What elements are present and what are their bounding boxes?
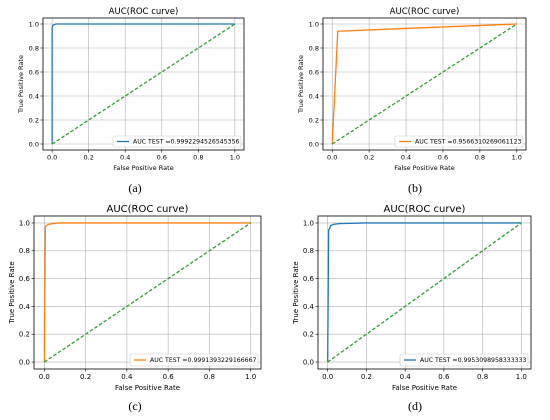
roc-curve-line bbox=[51, 23, 235, 144]
x-tick-label: 0.2 bbox=[80, 373, 91, 381]
chart-title: AUC(ROC curve) bbox=[384, 204, 466, 215]
roc-panel-b: 0.0 0.2 0.4 0.6 0.8 1.0 0.0 0.2 0.4 0.6 0.8 1.0 AUC(… bbox=[297, 7, 527, 195]
y-tick-label: 0.8 bbox=[309, 44, 319, 52]
plot-frame bbox=[322, 17, 527, 151]
chance-diagonal-line bbox=[43, 222, 252, 363]
y-tick-label: 0.2 bbox=[303, 331, 314, 339]
y-tick-label: 1.0 bbox=[309, 20, 319, 28]
y-tick-label: 0.0 bbox=[29, 140, 39, 148]
legend-label: AUC TEST =0.9992294526545356 bbox=[133, 139, 240, 146]
y-tick-label: 0.4 bbox=[309, 92, 319, 100]
x-tick-label: 0.2 bbox=[364, 154, 374, 162]
y-tick-label: 0.2 bbox=[309, 116, 319, 124]
legend-box bbox=[112, 135, 242, 148]
y-tick-label: 0.8 bbox=[29, 44, 39, 52]
y-tick-label: 1.0 bbox=[19, 219, 30, 227]
y-tick-label: 0.0 bbox=[309, 140, 319, 148]
roc-panel-a: 0.0 0.2 0.4 0.6 0.8 1.0 0.0 0.2 0.4 0.6 0.8 1.0 AUC(… bbox=[17, 7, 245, 195]
x-axis-label: False Positive Rate bbox=[115, 384, 180, 392]
y-tick-label: 1.0 bbox=[29, 20, 39, 28]
panel-caption: (a) bbox=[128, 181, 141, 195]
legend-label: AUC TEST =0.9566310269061123 bbox=[415, 139, 522, 146]
x-tick-label: 0.0 bbox=[322, 373, 333, 381]
chart-title: AUC(ROC curve) bbox=[109, 7, 179, 17]
x-tick-label: 0.4 bbox=[120, 154, 130, 162]
y-tick-label: 0.0 bbox=[19, 358, 30, 366]
x-tick-label: 0.0 bbox=[39, 373, 50, 381]
plot-frame bbox=[33, 215, 262, 370]
x-tick-label: 0.4 bbox=[400, 373, 412, 381]
legend-label: AUC TEST =0.9991393229166667 bbox=[150, 357, 257, 364]
x-tick-label: 0.8 bbox=[193, 154, 203, 162]
chart-title: AUC(ROC curve) bbox=[107, 204, 189, 215]
x-tick-label: 0.2 bbox=[84, 154, 94, 162]
y-axis-label: True Positive Rate bbox=[17, 55, 25, 114]
plot-frame bbox=[317, 215, 532, 370]
y-tick-label: 0.6 bbox=[29, 68, 39, 76]
y-tick-label: 0.4 bbox=[19, 303, 31, 311]
x-axis-label: False Positive Rate bbox=[113, 164, 173, 172]
x-tick-label: 1.0 bbox=[512, 154, 522, 162]
y-tick-label: 0.0 bbox=[303, 358, 314, 366]
roc-curve-line bbox=[327, 222, 522, 363]
y-tick-label: 1.0 bbox=[303, 219, 314, 227]
x-tick-label: 0.6 bbox=[163, 373, 175, 381]
chance-diagonal-line bbox=[51, 23, 236, 145]
x-tick-label: 1.0 bbox=[230, 154, 240, 162]
y-tick-label: 0.4 bbox=[303, 303, 315, 311]
plot-frame bbox=[42, 17, 245, 151]
y-tick-label: 0.8 bbox=[303, 247, 314, 255]
roc-panel-c: 0.0 0.2 0.4 0.6 0.8 1.0 0.0 0.2 0.4 0.6 0.8 1.0 AUC(… bbox=[8, 204, 262, 413]
x-tick-label: 0.0 bbox=[327, 154, 337, 162]
y-axis-label: True Positive Rate bbox=[292, 261, 300, 324]
roc-panel-d: 0.0 0.2 0.4 0.6 0.8 1.0 0.0 0.2 0.4 0.6 0.8 1.0 AUC(… bbox=[292, 204, 532, 413]
panel-caption: (b) bbox=[408, 181, 422, 195]
x-axis-label: False Positive Rate bbox=[392, 384, 457, 392]
y-tick-label: 0.4 bbox=[29, 92, 39, 100]
y-tick-label: 0.6 bbox=[309, 68, 319, 76]
legend-box bbox=[399, 353, 529, 367]
panel-caption: (d) bbox=[408, 399, 422, 413]
x-tick-label: 1.0 bbox=[245, 373, 256, 381]
y-tick-label: 0.6 bbox=[303, 275, 315, 283]
chance-diagonal-line bbox=[331, 23, 518, 145]
legend-box bbox=[129, 353, 259, 367]
x-tick-label: 0.8 bbox=[204, 373, 215, 381]
x-tick-label: 0.6 bbox=[438, 154, 448, 162]
y-tick-label: 0.2 bbox=[19, 331, 30, 339]
roc-curve-line bbox=[43, 222, 251, 363]
x-axis-label: False Positive Rate bbox=[394, 164, 454, 172]
x-tick-label: 0.8 bbox=[475, 154, 485, 162]
chart-title: AUC(ROC curve) bbox=[390, 7, 460, 17]
x-tick-label: 0.0 bbox=[47, 154, 57, 162]
panel-caption: (c) bbox=[128, 399, 141, 413]
x-tick-label: 0.2 bbox=[361, 373, 372, 381]
legend-label: AUC TEST =0.9953098958333333 bbox=[420, 357, 527, 364]
roc-curve-line bbox=[331, 23, 517, 145]
x-tick-label: 0.8 bbox=[477, 373, 488, 381]
chance-diagonal-line bbox=[327, 222, 522, 363]
x-tick-label: 1.0 bbox=[516, 373, 527, 381]
y-tick-label: 0.2 bbox=[29, 116, 39, 124]
y-axis-label: True Positive Rate bbox=[8, 261, 16, 324]
x-tick-label: 0.4 bbox=[121, 373, 133, 381]
x-tick-label: 0.4 bbox=[401, 154, 411, 162]
y-tick-label: 0.6 bbox=[19, 275, 31, 283]
y-axis-label: True Positive Rate bbox=[297, 55, 305, 114]
legend-box bbox=[394, 135, 524, 148]
x-tick-label: 0.6 bbox=[438, 373, 450, 381]
y-tick-label: 0.8 bbox=[19, 247, 30, 255]
x-tick-label: 0.6 bbox=[157, 154, 167, 162]
